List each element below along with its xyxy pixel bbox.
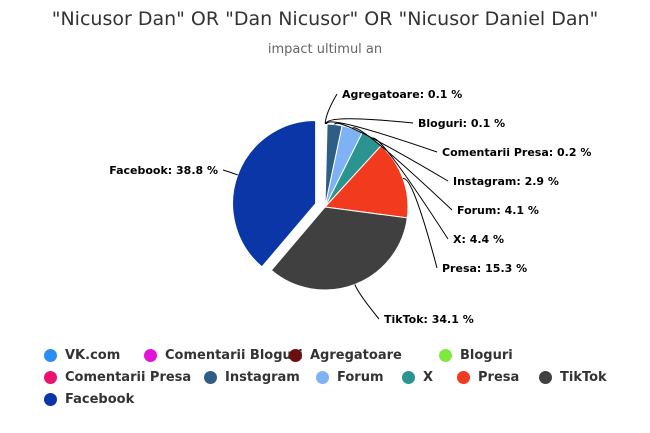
connector-presa (402, 178, 438, 269)
data-label-x: X: 4.4 % (453, 233, 504, 246)
data-label-forum: Forum: 4.1 % (457, 204, 539, 217)
legend-item-x[interactable]: X (402, 370, 433, 385)
chart-subtitle: impact ultimul an (267, 42, 383, 57)
connector-forum (351, 127, 453, 211)
pie-slice-facebook[interactable] (232, 120, 317, 268)
legend-item-comentarii-presa[interactable]: Comentarii Presa (44, 370, 191, 385)
legend-label: Instagram (225, 370, 300, 385)
legend-label: X (423, 370, 434, 385)
connector-comentarii-presa (326, 121, 438, 153)
legend-marker (44, 393, 57, 406)
legend-marker (44, 371, 57, 384)
legend-item-tiktok[interactable]: TikTok (539, 370, 607, 385)
legend-item-presa[interactable]: Presa (457, 370, 519, 385)
legend-label: Comentarii Bloguri (165, 348, 303, 363)
legend-marker (539, 371, 552, 384)
data-label-bloguri: Bloguri: 0.1 % (418, 117, 505, 130)
data-label-facebook: Facebook: 38.8 % (109, 164, 218, 177)
legend-item-agregatoare[interactable]: Agregatoare (289, 348, 402, 363)
legend-label: Forum (337, 370, 384, 385)
connector-bloguri (325, 118, 414, 125)
legend-marker (457, 371, 470, 384)
legend-label: Presa (478, 370, 520, 385)
legend-label: TikTok (560, 370, 607, 385)
data-label-presa: Presa: 15.3 % (442, 262, 527, 275)
legend-label: Facebook (65, 392, 135, 407)
connector-x (371, 137, 449, 240)
legend-label: Comentarii Presa (65, 370, 192, 385)
connector-tiktok (354, 284, 380, 320)
legend-marker (204, 371, 217, 384)
legend-item-bloguri[interactable]: Bloguri (439, 348, 513, 363)
connector-facebook (222, 169, 238, 176)
pie-slice-tiktok[interactable] (270, 206, 408, 291)
data-label-tiktok: TikTok: 34.1 % (384, 313, 474, 326)
connector-agregatoare (324, 93, 338, 125)
data-label-comentarii-presa: Comentarii Presa: 0.2 % (442, 146, 591, 159)
legend-label: VK.com (65, 348, 121, 363)
data-label-instagram: Instagram: 2.9 % (453, 175, 559, 188)
legend-item-facebook[interactable]: Facebook (44, 392, 134, 407)
legend-marker (44, 349, 57, 362)
legend-item-vk-com[interactable]: VK.com (44, 348, 120, 363)
label-connectors (222, 93, 453, 320)
connector-instagram (334, 122, 449, 182)
chart-title: "Nicusor Dan" OR "Dan Nicusor" OR "Nicus… (51, 8, 599, 30)
legend-label: Agregatoare (310, 348, 402, 363)
slice-labels: Agregatoare: 0.1 % Bloguri: 0.1 % Comentar… (109, 88, 591, 326)
legend-item-comentarii-bloguri[interactable]: Comentarii Bloguri (144, 348, 303, 363)
legend-marker (289, 349, 302, 362)
legend-marker (439, 349, 452, 362)
legend-label: Bloguri (460, 348, 513, 363)
data-label-agregatoare: Agregatoare: 0.1 % (342, 88, 462, 101)
legend-item-forum[interactable]: Forum (316, 370, 384, 385)
legend-marker (316, 371, 329, 384)
legend-marker (144, 349, 157, 362)
legend-marker (402, 371, 415, 384)
legend-item-instagram[interactable]: Instagram (204, 370, 300, 385)
